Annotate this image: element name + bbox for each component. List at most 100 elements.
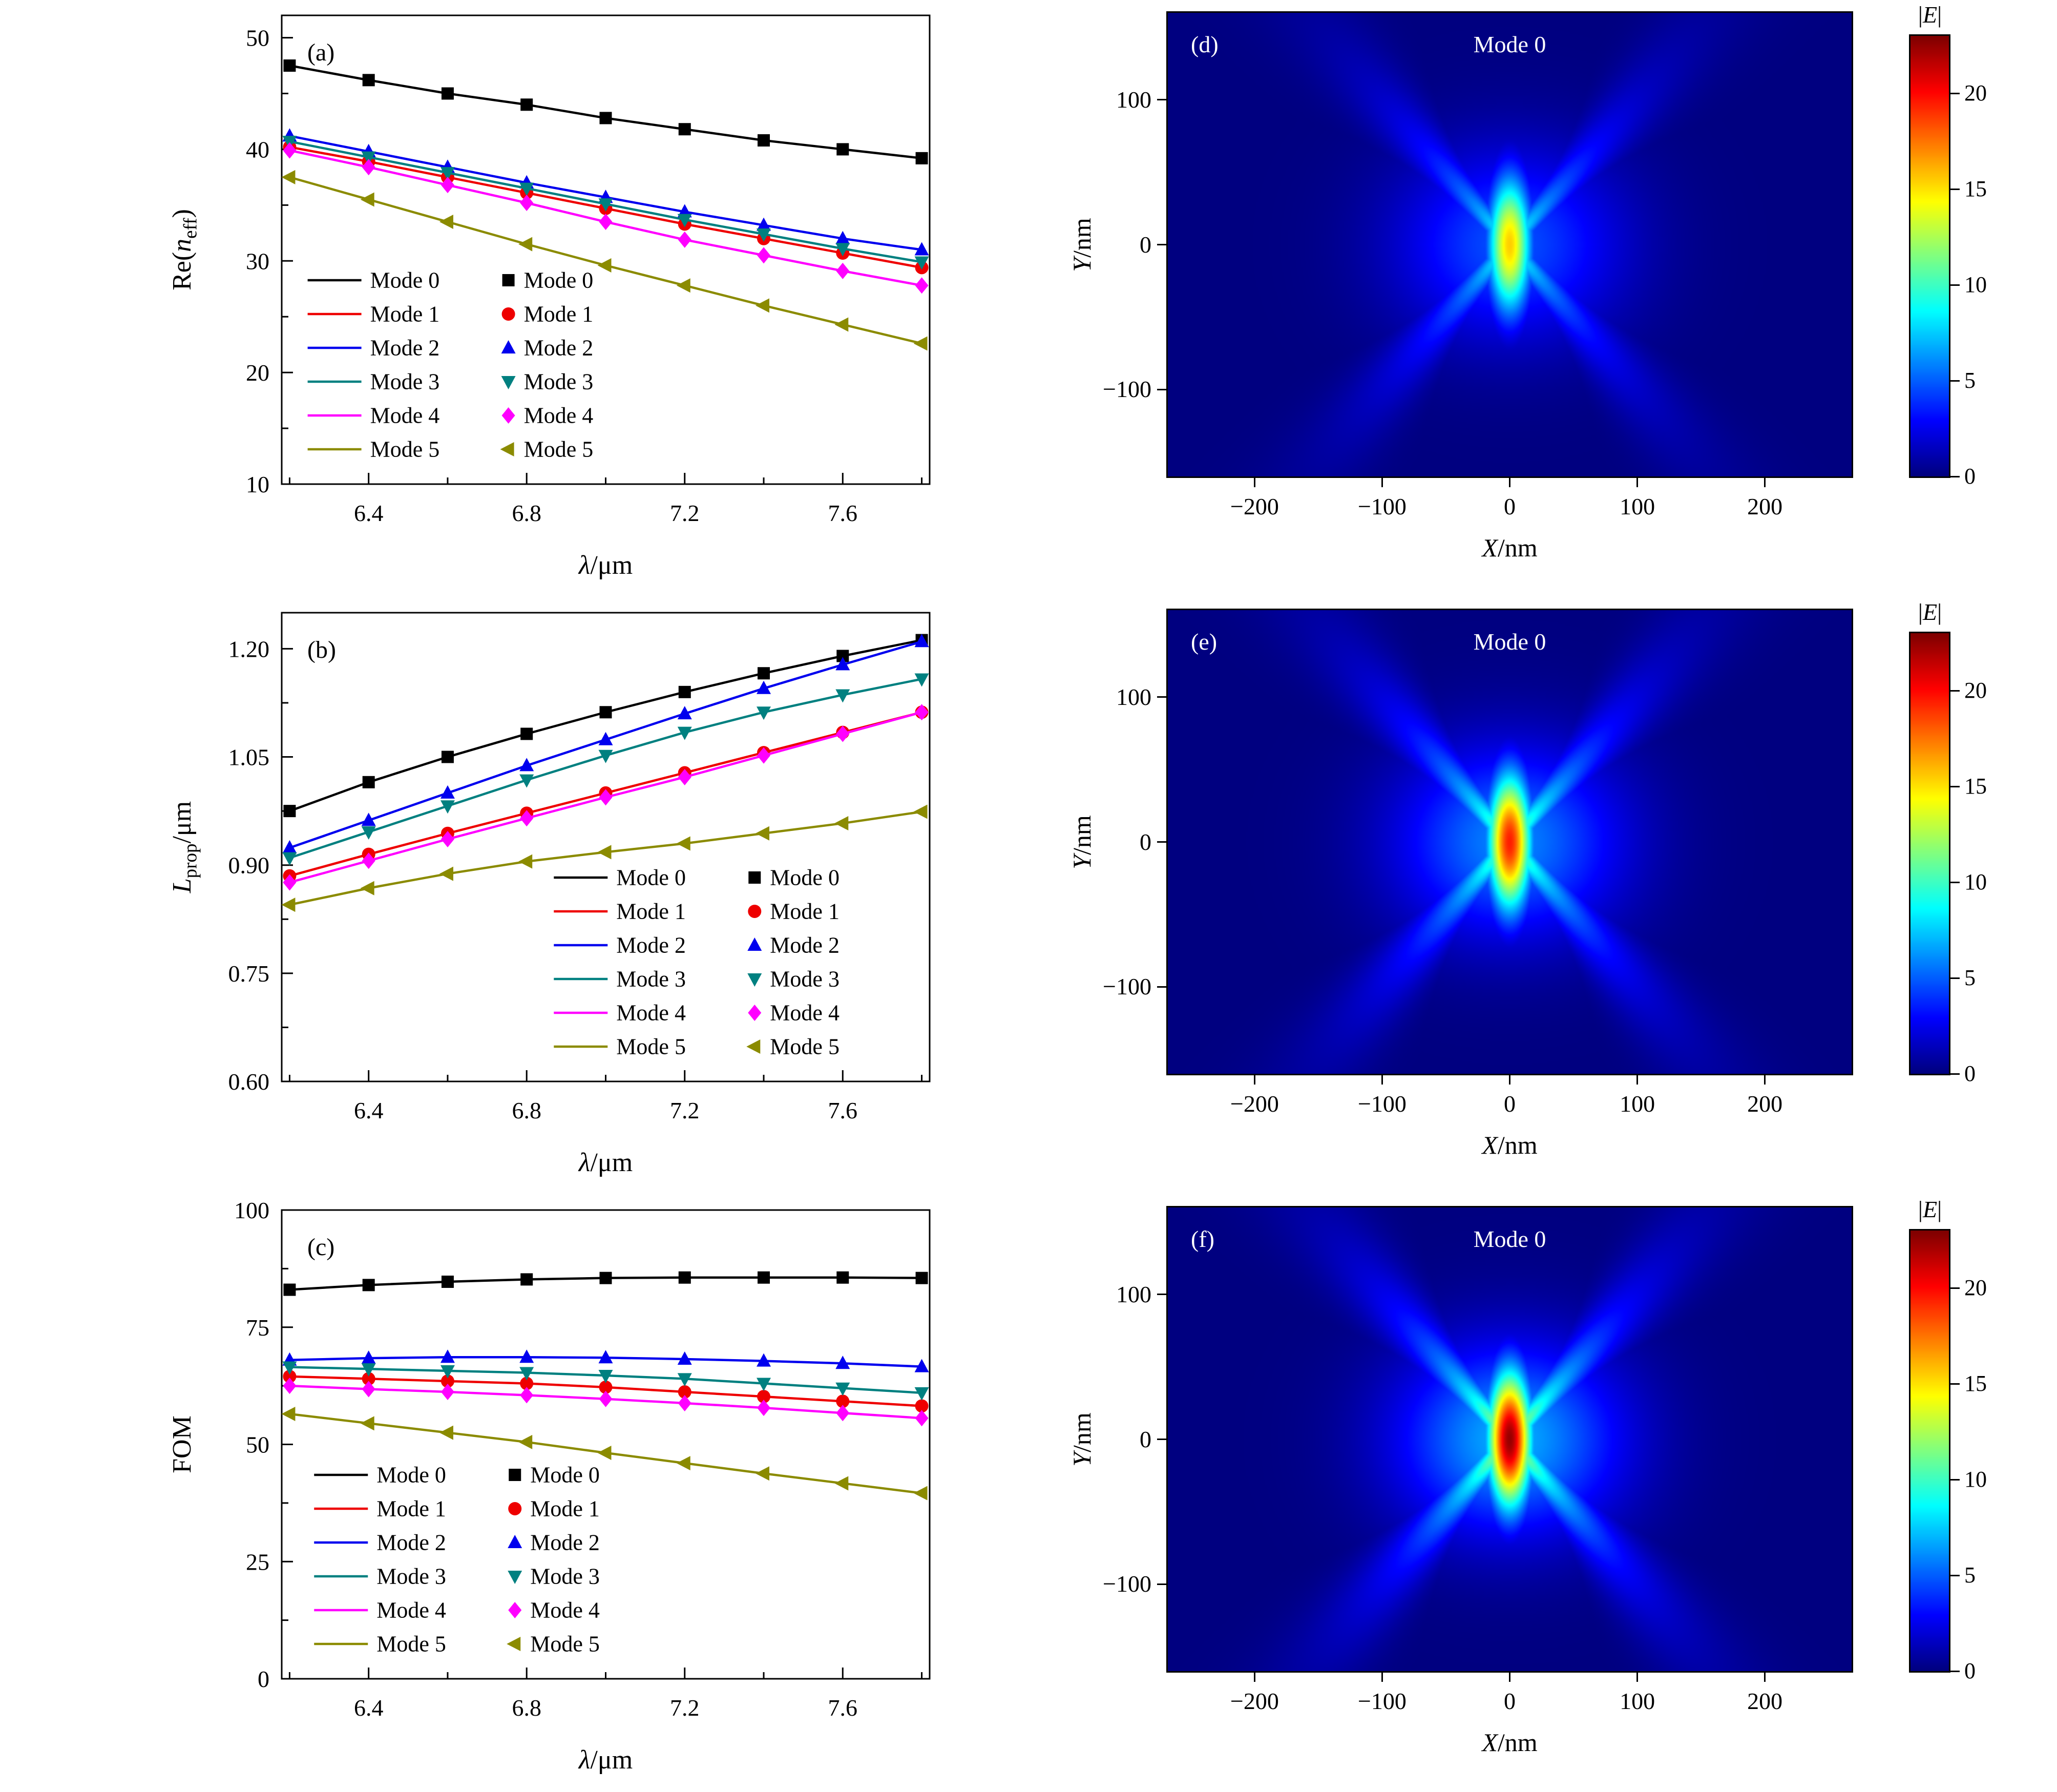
x-tick [1636,1673,1639,1682]
series-marker-mode-5 [834,816,849,831]
colorbar-tick [1950,977,1960,979]
x-tick-label: 200 [1747,1688,1783,1714]
series-marker-mode-0 [836,1271,849,1284]
series-marker-mode-5 [360,881,374,895]
x-tick-label: −200 [1230,1688,1279,1714]
y-tick-label: 0.90 [228,852,270,879]
series-marker-mode-2 [440,1349,455,1363]
colorbar-tick [1950,1574,1960,1576]
series-marker-mode-0 [915,152,928,164]
series-marker-mode-3 [598,198,613,212]
x-tick [1764,478,1766,487]
legend-marker-sample [748,1004,762,1021]
x-tick [1381,1075,1383,1085]
series-marker-mode-5 [676,278,690,293]
series-marker-mode-3 [677,214,692,227]
y-tick [1157,388,1166,390]
x-tick [1509,1075,1510,1085]
x-tick-label: −100 [1357,1091,1407,1117]
x-tick [1253,1673,1255,1682]
series-marker-mode-3 [440,1365,455,1379]
colorbar-tick [1950,475,1960,477]
heatmap-title: Mode 0 [1473,629,1546,655]
legend-label: Mode 3 [370,369,440,394]
legend-label: Mode 5 [524,436,594,462]
series-marker-mode-2 [361,1350,376,1364]
x-axis-label: X/nm [1482,533,1538,562]
panel-letter: (b) [307,636,336,663]
x-axis-label: X/nm [1482,1131,1538,1159]
series-marker-mode-0 [836,143,849,156]
colorbar-tick [1950,1383,1960,1385]
x-tick [1636,1075,1639,1085]
y-tick-label: 0 [1140,828,1151,855]
series-marker-mode-0 [520,1273,533,1286]
series-marker-mode-3 [361,1363,376,1377]
legend-label: Mode 4 [376,1597,446,1622]
legend-label: Mode 3 [530,1564,600,1589]
y-axis-label: Re(neff) [167,209,201,290]
legend-marker-sample [502,274,515,286]
field-map-canvas [1168,610,1852,1074]
series-marker-mode-5 [281,1407,296,1422]
y-tick-label: 0 [1140,1426,1151,1452]
series-line-mode-3 [289,678,922,859]
series-marker-mode-3 [757,228,771,242]
series-marker-mode-5 [597,1445,612,1460]
series-marker-mode-5 [913,804,928,819]
y-tick [1157,1583,1166,1585]
y-tick [1157,986,1166,988]
legend-label: Mode 2 [524,335,594,360]
series-marker-mode-0 [599,112,612,124]
colorbar-tick-label: 5 [1964,965,1976,991]
series-marker-mode-5 [597,845,612,860]
legend-label: Mode 2 [530,1530,600,1555]
x-tick-label: −100 [1357,1688,1407,1714]
colorbar-tick-label: 10 [1964,1467,1987,1492]
series-marker-mode-3 [677,1373,692,1387]
y-tick-label: 1.20 [228,636,270,662]
field-map-canvas [1168,13,1852,476]
series-marker-mode-0 [915,1272,928,1284]
series-marker-mode-4 [520,195,534,211]
series-marker-mode-4 [757,1400,771,1416]
y-tick [1157,1294,1166,1296]
series-marker-mode-2 [519,758,534,772]
x-tick [1636,478,1639,487]
colorbar-tick-label: 20 [1964,678,1987,703]
chart-panel-b: 6.4 6.8 7.2 7.6 0.60 0.75 0.90 1.05 1.20 λ/μm Lpro… [167,612,931,1177]
legend-marker-sample [501,376,516,389]
plot-frame [1166,609,1853,1075]
series-marker-mode-3 [914,673,929,687]
legend-label: Mode 0 [370,267,440,293]
series-marker-mode-5 [676,836,690,851]
y-tick-label: 20 [246,360,269,386]
series-marker-mode-0 [283,59,296,72]
legend-label: Mode 0 [770,865,839,890]
legend-label: Mode 1 [370,301,440,326]
legend-marker-sample [509,1468,521,1481]
series-marker-mode-2 [598,1350,613,1364]
legend-label: Mode 4 [616,1000,686,1025]
x-tick-label: 7.6 [828,1695,858,1721]
y-tick-label: 30 [246,248,269,274]
series-marker-mode-5 [755,1466,770,1481]
series-marker-mode-5 [913,336,928,351]
colorbar-tick [1950,690,1960,692]
legend-label: Mode 0 [376,1462,446,1487]
series-marker-mode-0 [599,706,612,719]
series-marker-mode-4 [836,725,850,742]
series-marker-mode-5 [439,1425,453,1440]
legend-label: Mode 2 [376,1530,446,1555]
x-tick-label: 200 [1747,493,1783,519]
legend-marker-sample [508,1601,522,1618]
chart-panel-c: 6.4 6.8 7.2 7.6 0 25 50 75 100 λ/μm FOM (c) Mode 0 Mo… [167,1197,931,1775]
y-tick-label: 1.05 [228,744,270,770]
series-marker-mode-4 [520,1387,534,1404]
colorbar-tick [1950,1478,1960,1481]
series-marker-mode-2 [519,1349,534,1363]
series-marker-mode-0 [599,1272,612,1284]
colorbar-tick-label: 20 [1964,1275,1987,1301]
panel-letter: (d) [1191,31,1219,57]
series-marker-mode-4 [362,1381,375,1398]
